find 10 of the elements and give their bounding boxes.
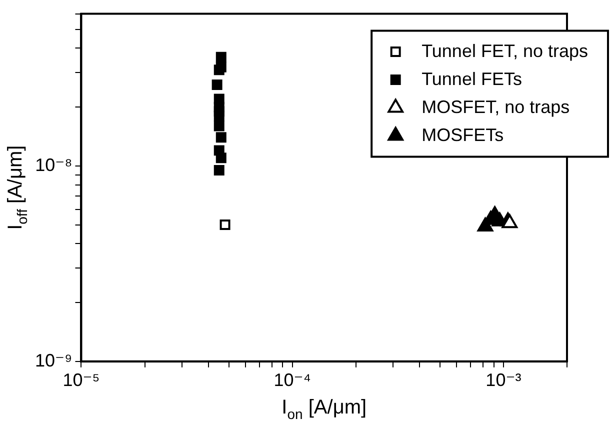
y-tick-label: 10⁻⁸ [35,154,72,175]
y-tick-label: 10⁻⁹ [34,350,72,370]
legend-label: MOSFET, no traps [422,96,570,117]
x-tick-label: 10⁻⁴ [274,370,311,390]
y-axis-title: Ioff [A/μm] [4,145,30,230]
legend-label: Tunnel FET, no traps [422,40,588,61]
legend-label: Tunnel FETs [422,68,522,89]
x-tick-label: 10⁻³ [486,370,522,390]
legend-label: MOSFETs [422,124,504,145]
x-tick-label: 10⁻⁵ [62,370,100,390]
